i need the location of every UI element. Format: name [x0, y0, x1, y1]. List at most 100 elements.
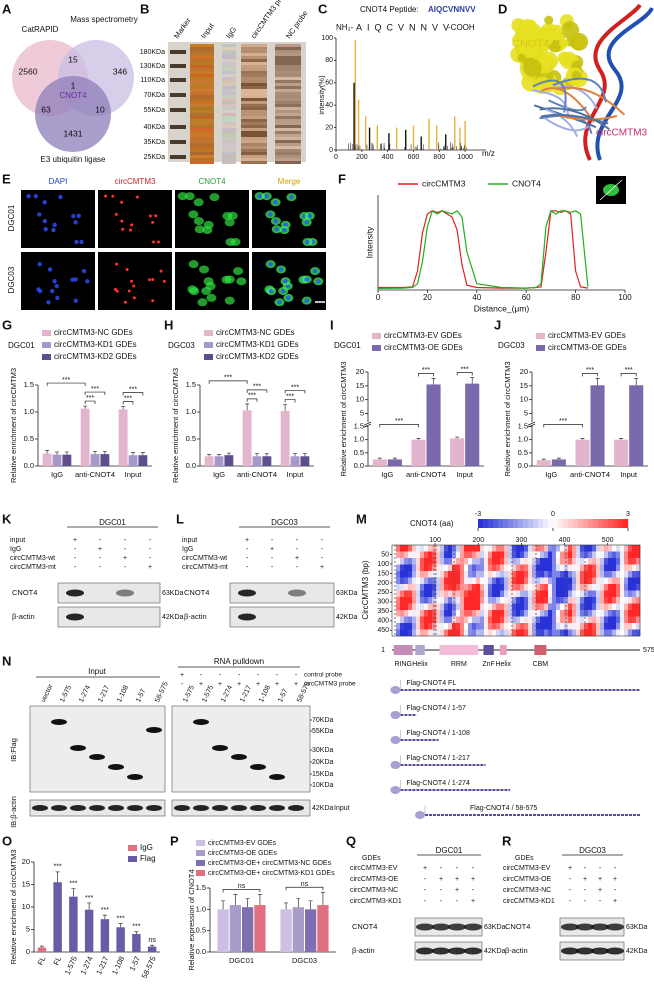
heat-cell — [440, 616, 445, 624]
heat-cell — [548, 584, 553, 591]
micrograph — [21, 252, 95, 310]
significance: *** — [69, 880, 77, 887]
band — [238, 613, 256, 621]
bar — [254, 905, 266, 952]
construct-label: Flag-CNOT4 FL — [406, 680, 456, 687]
heat-cell — [604, 603, 609, 611]
heat-cell — [568, 629, 573, 637]
band — [432, 947, 450, 955]
lane-band — [190, 56, 214, 59]
significance: *** — [625, 367, 633, 374]
lane-band — [275, 95, 301, 98]
heat-cell — [544, 564, 549, 572]
significance: *** — [559, 418, 567, 425]
heat-cell — [544, 551, 549, 559]
lane-band — [222, 47, 236, 50]
band — [416, 947, 434, 955]
heat-cell — [592, 577, 597, 585]
lane-band — [275, 131, 301, 134]
lane-band — [190, 65, 214, 68]
nucleus — [73, 298, 78, 303]
heat-cell — [624, 571, 629, 578]
y-tick-label: 20 — [325, 124, 333, 131]
bar — [53, 882, 62, 952]
band — [464, 923, 482, 931]
construct-label: Flag-CNOT4 / 1-108 — [406, 730, 470, 737]
legend-label: circCMTM3-KD2 GDEs — [216, 352, 299, 361]
subtitle: DGC01 — [8, 341, 35, 350]
sign: + — [568, 865, 572, 872]
heat-cell — [496, 545, 501, 552]
heat-cell — [476, 597, 481, 604]
aa-start: 1 — [381, 647, 385, 654]
heat-cell — [436, 571, 441, 578]
sign: - — [599, 898, 602, 905]
x-tick-label: 0 — [376, 293, 381, 302]
lane-band — [241, 59, 267, 62]
significance: *** — [253, 384, 261, 391]
heat-cell — [596, 558, 601, 565]
heat-cell — [492, 564, 497, 572]
heat-cell — [424, 558, 429, 565]
heat-cell — [636, 629, 641, 637]
protein-label: β-actin — [12, 612, 35, 621]
bar — [536, 460, 551, 466]
sign: - — [246, 546, 249, 553]
band — [51, 719, 67, 725]
heat-cell — [452, 616, 457, 624]
venn-set: CatRAPID — [22, 25, 59, 34]
heat-cell — [484, 603, 489, 611]
sign: - — [271, 555, 274, 562]
lane-band — [275, 134, 301, 137]
c-term: -COOH — [448, 23, 475, 32]
heat-cell — [504, 584, 509, 591]
heat-cell — [456, 577, 461, 585]
lane-band — [222, 146, 236, 149]
marker-band — [170, 93, 186, 97]
signal — [128, 228, 132, 232]
heat-cell — [624, 558, 629, 565]
heat-cell — [564, 584, 569, 591]
lane-band — [275, 116, 301, 119]
heat-cell — [508, 610, 513, 617]
sign: + — [73, 537, 77, 544]
lane-band — [241, 116, 267, 119]
heat-cell — [544, 610, 549, 617]
heat-cell — [508, 551, 513, 559]
heat-cell — [436, 564, 441, 572]
lane-band — [275, 155, 301, 158]
heat-cell — [608, 571, 613, 578]
band — [576, 923, 594, 931]
heat-cell — [444, 577, 449, 585]
heat-cell — [428, 616, 433, 624]
heat-cell — [400, 551, 405, 559]
heat-cell — [408, 571, 413, 578]
legend-swatch — [196, 840, 205, 846]
lane-band — [222, 152, 236, 155]
heat-cell — [392, 616, 397, 624]
signal — [154, 214, 158, 218]
sign: + — [471, 876, 475, 883]
panel-letter: F — [338, 171, 346, 186]
heat-cell — [592, 629, 597, 637]
heat-cell — [524, 584, 529, 591]
heat-cell — [436, 597, 441, 604]
error-bar — [102, 451, 107, 455]
size-label: 70KDa — [312, 717, 334, 724]
heat-cell — [608, 551, 613, 559]
heat-cell — [600, 584, 605, 591]
lane-band — [222, 98, 236, 101]
sign: - — [321, 555, 324, 562]
heat-cell — [540, 584, 545, 591]
tag — [390, 786, 401, 794]
heat-cell — [436, 610, 441, 617]
lane-band — [222, 62, 236, 65]
heat-cell — [420, 629, 425, 637]
heat-cell — [432, 584, 437, 591]
heat-cell — [632, 558, 637, 565]
nucleus — [289, 194, 294, 200]
heat-cell — [476, 629, 481, 637]
error-bar — [93, 451, 97, 455]
lane-band — [190, 83, 214, 86]
nucleus — [47, 267, 53, 272]
